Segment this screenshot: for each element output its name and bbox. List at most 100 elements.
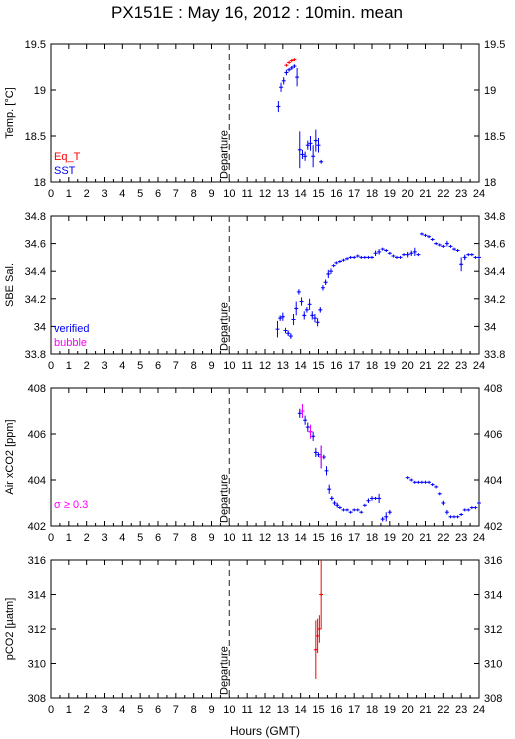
panel-3: 0 1 2 3 4 5 6 7 8 9 10 11 12 13 14 15 16 17 18 19 20 21 22 23 24… — [4, 383, 502, 544]
panel-2: 0 1 2 3 4 5 6 7 8 9 10 11 12 13 14 15 16 17 18 19 20 21 22 23 24… — [4, 211, 505, 372]
y-tick-label-left: 18.5 — [25, 131, 46, 143]
x-tick-label: 15 — [312, 188, 324, 200]
x-tick-label: 14 — [295, 704, 307, 716]
x-tick-label: 7 — [173, 188, 179, 200]
plot-frame — [50, 215, 480, 355]
plot-frame — [50, 559, 480, 699]
x-tick-label: 19 — [384, 704, 396, 716]
x-tick-label: 19 — [384, 188, 396, 200]
x-tick-label: 13 — [277, 704, 289, 716]
x-tick-label: 8 — [191, 704, 197, 716]
y-tick-label-right: 316 — [484, 555, 502, 567]
x-tick-label: 4 — [119, 188, 125, 200]
x-tick-label: 20 — [402, 360, 414, 372]
x-tick-label: 11 — [241, 704, 252, 716]
x-tick-label: 23 — [455, 360, 467, 372]
x-tick-label: 24 — [473, 360, 485, 372]
x-tick-label: 9 — [208, 188, 214, 200]
y-tick-label-right: 312 — [484, 624, 502, 636]
x-tick-label: 2 — [84, 188, 90, 200]
x-tick-label: 3 — [101, 360, 107, 372]
y-tick-label-left: 19 — [34, 85, 46, 97]
x-tick-label: 22 — [437, 532, 449, 544]
x-tick-label: 24 — [473, 704, 485, 716]
x-tick-label: 18 — [366, 360, 378, 372]
x-tick-label: 12 — [259, 704, 271, 716]
y-tick-label-left: 310 — [28, 659, 46, 671]
x-tick-label: 16 — [330, 360, 342, 372]
x-tick-label: 4 — [119, 704, 125, 716]
y-tick-label-right: 34.8 — [484, 211, 505, 223]
x-tick-label: 23 — [455, 532, 467, 544]
x-tick-label: 1 — [66, 532, 72, 544]
x-tick-label: 3 — [101, 532, 107, 544]
y-tick-label-right: 310 — [484, 659, 502, 671]
x-tick-label: 6 — [155, 532, 161, 544]
panel-4: 0 1 2 3 4 5 6 7 8 9 10 11 12 13 14 15 16 17 18 19 20 21 22 23 24… — [4, 555, 502, 716]
chart-title: PX151E : May 16, 2012 : 10min. mean — [111, 3, 403, 22]
x-tick-label: 9 — [208, 704, 214, 716]
x-tick-label: 4 — [119, 532, 125, 544]
y-tick-label-right: 308 — [484, 693, 502, 705]
series-1 — [284, 58, 297, 67]
y-tick-label-left: 34.6 — [25, 239, 46, 251]
x-tick-label: 22 — [437, 188, 449, 200]
x-tick-label: 22 — [437, 704, 449, 716]
x-tick-label: 8 — [191, 188, 197, 200]
x-tick-label: 0 — [48, 704, 54, 716]
y-tick-label-left: 19.5 — [25, 39, 46, 51]
departure-label: Departure — [218, 474, 230, 523]
y-tick-label-left: 18 — [34, 177, 46, 189]
y-tick-label-right: 314 — [484, 590, 502, 602]
x-tick-label: 17 — [348, 532, 360, 544]
legend-entry: σ ≥ 0.3 — [54, 499, 88, 511]
y-tick-label-left: 34.8 — [25, 211, 46, 223]
departure-label: Departure — [218, 646, 230, 695]
x-tick-label: 21 — [419, 704, 431, 716]
x-tick-label: 17 — [348, 360, 360, 372]
y-tick-label-right: 404 — [484, 475, 502, 487]
x-tick-label: 14 — [295, 532, 307, 544]
x-tick-label: 1 — [66, 188, 72, 200]
panel-1: 0 1 2 3 4 5 6 7 8 9 10 11 12 13 14 15 16 17 18 19 20 21 22 23 24… — [4, 39, 505, 200]
y-tick-label-left: 408 — [28, 383, 46, 395]
x-tick-label: 12 — [259, 360, 271, 372]
x-tick-label: 20 — [402, 704, 414, 716]
x-tick-label: 8 — [191, 360, 197, 372]
x-tick-label: 18 — [366, 704, 378, 716]
x-tick-label: 19 — [384, 360, 396, 372]
x-tick-label: 13 — [277, 360, 289, 372]
x-tick-label: 21 — [419, 188, 431, 200]
x-tick-label: 7 — [173, 532, 179, 544]
legend-entry: Eq_T — [54, 151, 81, 163]
x-axis-label: Hours (GMT) — [230, 724, 300, 738]
y-tick-label-right: 18 — [484, 177, 496, 189]
x-tick-label: 13 — [277, 188, 289, 200]
x-tick-label: 2 — [84, 704, 90, 716]
series-2 — [276, 64, 324, 169]
departure-label: Departure — [218, 130, 230, 179]
y-tick-label-right: 34 — [484, 321, 496, 333]
y-tick-label-left: 312 — [28, 624, 46, 636]
series-1 — [313, 560, 324, 680]
x-tick-label: 0 — [48, 188, 54, 200]
y-tick-label-left: 34.4 — [25, 266, 46, 278]
x-tick-label: 1 — [66, 704, 72, 716]
x-tick-label: 0 — [48, 360, 54, 372]
x-tick-label: 15 — [312, 532, 324, 544]
y-tick-label-right: 18.5 — [484, 131, 505, 143]
y-tick-label-right: 19 — [484, 85, 496, 97]
y-tick-label-left: 314 — [28, 590, 46, 602]
y-tick-label-left: 406 — [28, 429, 46, 441]
x-tick-label: 5 — [137, 704, 143, 716]
y-axis-label: Temp. [°C] — [4, 87, 16, 138]
x-tick-label: 20 — [402, 532, 414, 544]
x-tick-label: 23 — [455, 704, 467, 716]
legend-entry: SST — [54, 165, 76, 177]
legend-entry: bubble — [54, 337, 87, 349]
x-tick-label: 12 — [259, 188, 271, 200]
x-tick-label: 9 — [208, 360, 214, 372]
x-tick-label: 14 — [295, 360, 307, 372]
x-tick-label: 6 — [155, 360, 161, 372]
